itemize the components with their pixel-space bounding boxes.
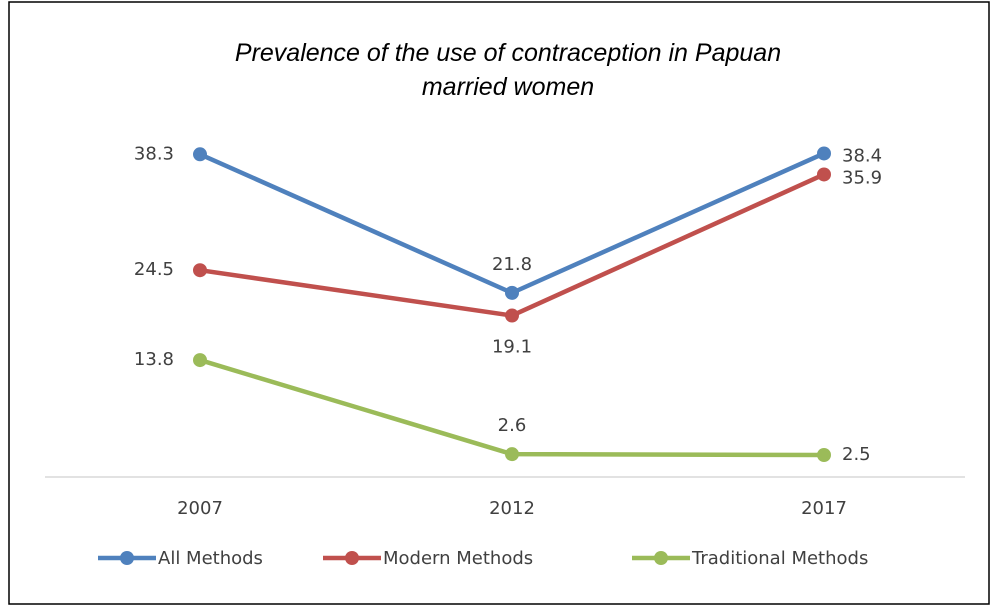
data-label: 38.3 xyxy=(134,143,174,164)
legend-label: Traditional Methods xyxy=(691,548,868,569)
data-point xyxy=(505,308,519,323)
data-label: 21.8 xyxy=(492,254,532,275)
legend-label: All Methods xyxy=(158,548,263,569)
data-point xyxy=(505,285,519,300)
data-point xyxy=(817,448,831,462)
data-point xyxy=(817,167,831,182)
x-tick-label: 2012 xyxy=(489,498,535,519)
legend-marker xyxy=(120,551,134,565)
chart-title: Prevalence of the use of contraception i… xyxy=(235,39,781,101)
data-label: 38.4 xyxy=(842,145,882,166)
x-tick-label: 2007 xyxy=(177,498,223,519)
data-label: 19.1 xyxy=(492,337,532,358)
chart-frame xyxy=(8,1,990,605)
legend-label: Modern Methods xyxy=(383,548,533,569)
data-point xyxy=(193,147,207,162)
data-label: 13.8 xyxy=(134,349,174,370)
x-tick-label: 2017 xyxy=(801,498,847,519)
data-label: 24.5 xyxy=(134,259,174,280)
legend-marker xyxy=(654,551,668,565)
data-point xyxy=(505,447,519,462)
legend-marker xyxy=(345,551,359,565)
data-point xyxy=(193,263,207,278)
data-label: 2.5 xyxy=(842,444,871,465)
data-point xyxy=(193,353,207,368)
data-label: 2.6 xyxy=(498,415,527,436)
data-label: 35.9 xyxy=(842,167,882,188)
data-point xyxy=(817,146,831,161)
